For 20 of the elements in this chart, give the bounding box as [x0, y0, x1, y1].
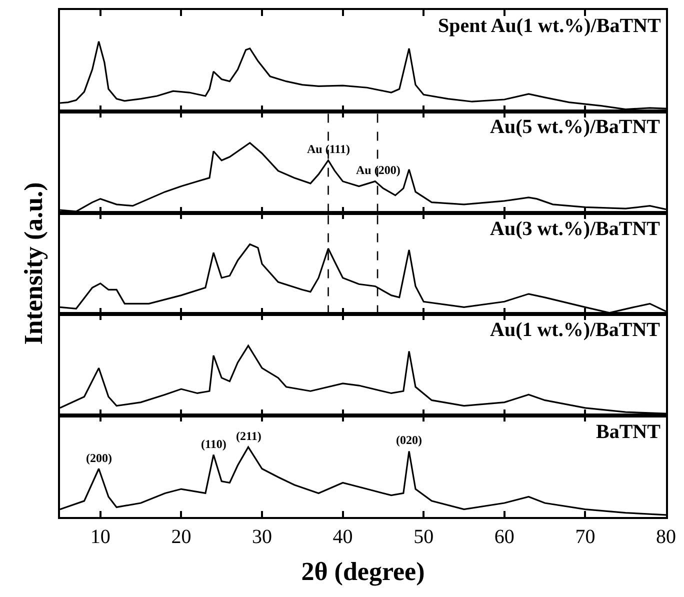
x-tick-label: 60	[494, 526, 514, 548]
chart-title: Au(3 wt.%)/BaTNT	[490, 218, 661, 240]
x-axis-title: 2θ (degree)	[301, 557, 425, 586]
chart-title: BaTNT	[596, 421, 662, 443]
x-tick-label: 30	[252, 526, 272, 548]
x-tick-label: 80	[656, 526, 676, 548]
chart-title: Spent Au(1 wt.%)/BaTNT	[438, 15, 662, 37]
annotation: (020)	[396, 433, 422, 447]
x-tick-label: 20	[171, 526, 192, 548]
x-tick-label: 50	[414, 526, 434, 548]
annotation: (110)	[201, 437, 226, 451]
chart-title: Au(5 wt.%)/BaTNT	[490, 116, 661, 138]
x-tick-label: 40	[332, 526, 353, 548]
y-axis-title: Intensity (a.u.)	[18, 182, 48, 345]
chart-title: Au(1 wt.%)/BaTNT	[490, 319, 661, 341]
x-tick-label: 10	[90, 526, 110, 548]
annotation: (211)	[236, 429, 262, 443]
annotation: Au (111)	[307, 142, 350, 156]
annotation: (200)	[86, 451, 112, 465]
x-tick-label: 70	[575, 526, 596, 548]
